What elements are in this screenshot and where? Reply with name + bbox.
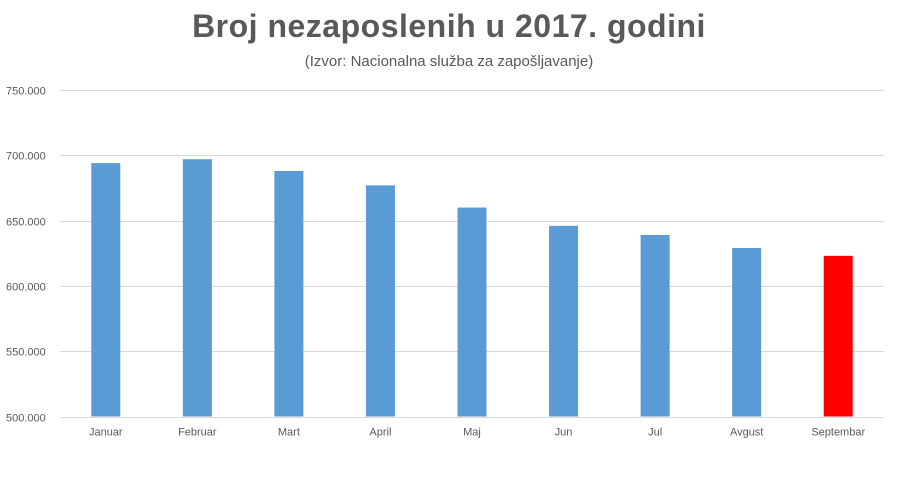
bar-mart (274, 170, 304, 417)
y-tick-label: 650.000 (6, 217, 46, 229)
y-tick-label: 600.000 (6, 282, 46, 294)
x-tick-label: Mart (278, 427, 300, 439)
x-tick-label: Februar (178, 427, 217, 439)
chart-title: Broj nezaposlenih u 2017. godini (192, 8, 706, 44)
y-tick-label: 750.000 (6, 86, 46, 98)
chart-subtitle: (Izvor: Nacionalna služba za zapošljavan… (304, 53, 594, 70)
bar-april (365, 185, 395, 417)
x-tick-label: Avgust (730, 427, 763, 439)
bar-februar (182, 159, 212, 417)
bar-septembar (823, 255, 853, 417)
bar-maj (457, 207, 487, 417)
x-tick-label: Jul (648, 427, 662, 439)
x-tick-label: April (369, 427, 391, 439)
bar-avgust (732, 248, 762, 417)
x-tick-label: Januar (89, 427, 123, 439)
y-tick-label: 500.000 (6, 413, 46, 425)
y-tick-label: 700.000 (6, 151, 46, 163)
bar-jun (549, 225, 579, 417)
x-tick-label: Septembar (811, 427, 865, 439)
y-tick-label: 550.000 (6, 347, 46, 359)
x-tick-label: Maj (463, 427, 481, 439)
bar-januar (91, 163, 121, 417)
x-tick-label: Jun (555, 427, 573, 439)
bar-jul (640, 234, 670, 417)
